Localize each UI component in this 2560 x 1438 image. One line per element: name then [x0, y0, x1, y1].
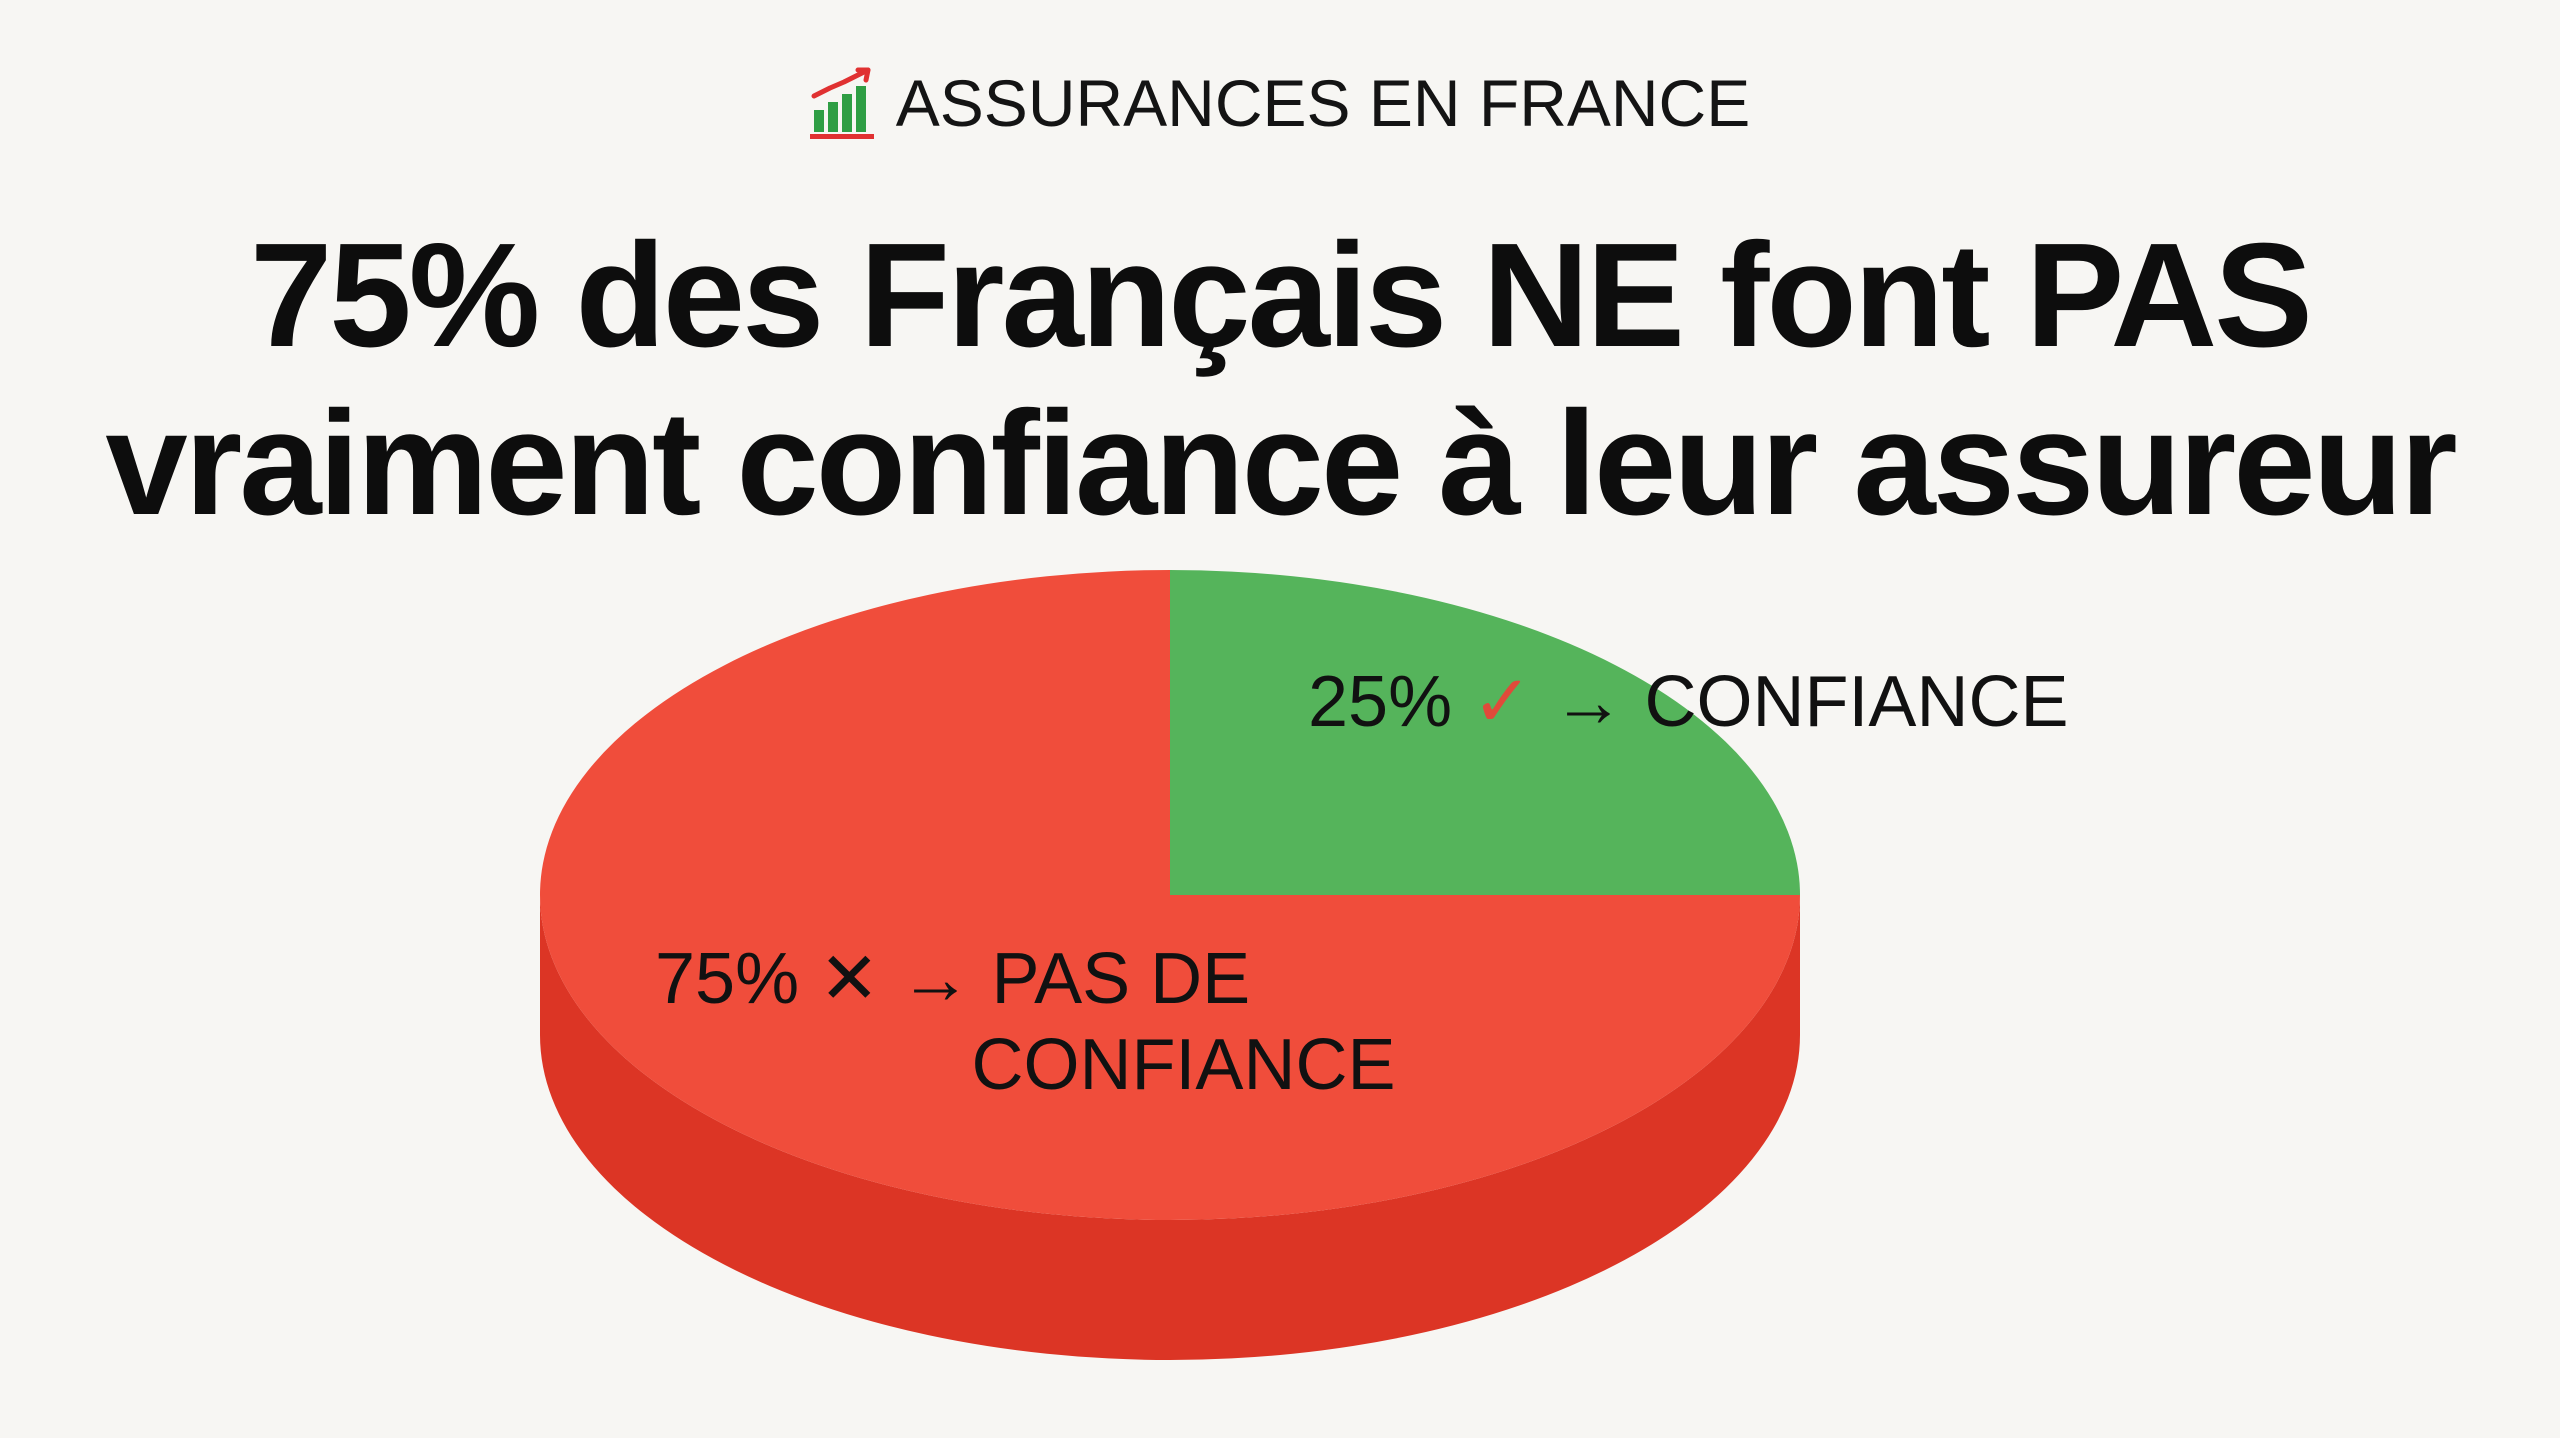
arrow-right-icon: → [1532, 662, 1644, 742]
headline-line-1: 75% des Français NE font PAS [250, 213, 2313, 378]
pie-slice-label-2: 75% ✕ → PAS DE [655, 939, 1250, 1019]
pie-slice-2 [540, 570, 1800, 1220]
check-icon: ✓ [1472, 662, 1532, 742]
pie-slice-label-1: 25% ✓ → CONFIANCE [1308, 662, 2068, 742]
cross-icon: ✕ [819, 939, 879, 1019]
pie-slice-1 [1170, 570, 1800, 895]
pie-slice-side-2 [540, 895, 1800, 1360]
bar-chart-growth-icon [809, 67, 874, 139]
headline-line-2: vraiment confiance à leur assureur [105, 381, 2457, 546]
slice-label-text: CONFIANCE [971, 1025, 1395, 1105]
header-label: ASSURANCES EN FRANCE [895, 66, 1751, 140]
slice-percent: 75% [655, 939, 819, 1019]
slice-label-text: CONFIANCE [1644, 662, 2068, 742]
arrow-right-icon: → [879, 939, 991, 1019]
slice-label-text: PAS DE [991, 939, 1250, 1019]
slice-percent: 25% [1308, 662, 1472, 742]
page-header: ASSURANCES EN FRANCE [0, 58, 2560, 148]
headline: 75% des Français NE font PAS vraiment co… [0, 212, 2560, 548]
